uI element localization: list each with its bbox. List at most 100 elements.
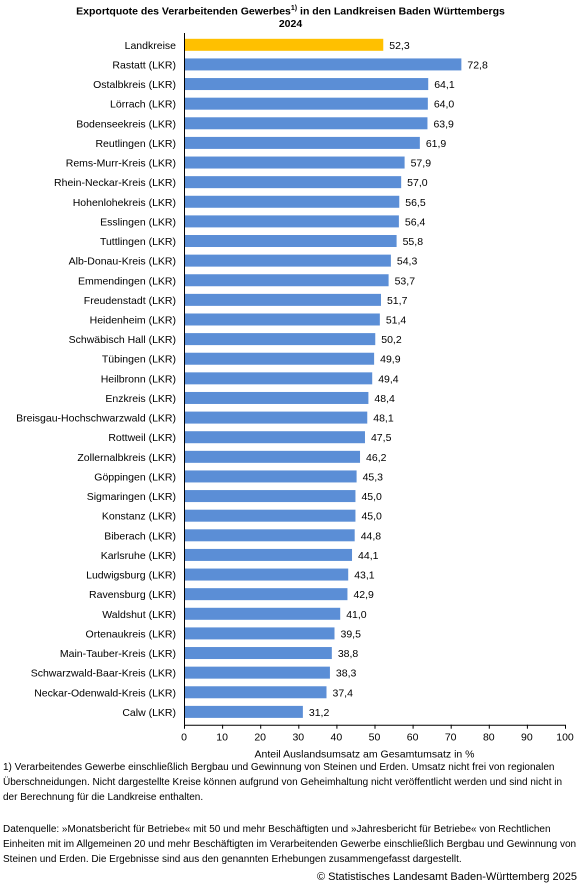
value-label: 44,8 [361, 530, 382, 542]
category-label: Ludwigsburg (LKR) [86, 570, 176, 582]
bar [184, 548, 353, 561]
value-label: 48,1 [373, 413, 394, 425]
category-label: Konstanz (LKR) [102, 511, 176, 523]
category-label: Ortenaukreis (LKR) [86, 628, 176, 640]
category-label: Breisgau-Hochschwarzwald (LKR) [16, 413, 176, 425]
bar [184, 686, 327, 699]
category-label: Tuttlingen (LKR) [100, 236, 176, 248]
value-label: 39,5 [340, 628, 361, 640]
x-tick-label: 10 [216, 732, 228, 744]
bar [184, 529, 355, 542]
bar [184, 391, 369, 404]
category-label: Reutlingen (LKR) [95, 138, 176, 150]
title-line1: Exportquote des Verarbeitenden Gewerbes [76, 5, 291, 18]
x-tick-label: 60 [407, 732, 419, 744]
category-label: Lörrach (LKR) [110, 99, 176, 111]
bar [184, 627, 335, 640]
category-label: Rottweil (LKR) [108, 432, 176, 444]
bar [184, 136, 420, 149]
value-label: 56,5 [405, 197, 426, 209]
bar [184, 58, 462, 71]
value-label: 57,0 [407, 177, 428, 189]
category-label: Waldshut (LKR) [102, 609, 176, 621]
chart-title: Exportquote des Verarbeitenden Gewerbes1… [0, 3, 581, 30]
bar-chart: Landkreise 52,3 Rastatt (LKR) 72,8 Ostalbkre… [16, 33, 574, 760]
value-label: 64,1 [434, 79, 455, 91]
value-label: 53,7 [395, 275, 416, 287]
bar [184, 705, 303, 718]
value-label: 55,8 [403, 236, 424, 248]
value-label: 49,9 [380, 354, 401, 366]
category-label: Freudenstadt (LKR) [84, 295, 176, 307]
footnote-1: 1) Verarbeitendes Gewerbe einschließlich… [3, 762, 563, 803]
bar [184, 78, 429, 91]
bar [184, 588, 348, 601]
category-label: Main-Tauber-Kreis (LKR) [60, 648, 176, 660]
category-label: Biberach (LKR) [104, 530, 176, 542]
title-line1-suffix: in den Landkreisen Baden Württembergs [297, 5, 505, 18]
value-label: 51,7 [387, 295, 408, 307]
value-label: 64,0 [434, 99, 455, 111]
bar [184, 372, 373, 385]
category-label: Enzkreis (LKR) [105, 393, 176, 405]
value-label: 52,3 [389, 40, 410, 52]
x-tick-label: 80 [483, 732, 495, 744]
category-label: Heilbronn (LKR) [101, 373, 176, 385]
x-tick-label: 20 [254, 732, 266, 744]
value-label: 51,4 [386, 314, 407, 326]
category-label: Calw (LKR) [122, 707, 176, 719]
bar [184, 156, 405, 169]
category-label: Rhein-Neckar-Kreis (LKR) [54, 177, 176, 189]
title-footnote-marker: 1) [290, 5, 298, 12]
value-label: 38,8 [338, 648, 359, 660]
bar [184, 666, 330, 679]
bar [184, 117, 428, 130]
category-label: Emmendingen (LKR) [78, 275, 176, 287]
value-label: 54,3 [397, 256, 418, 268]
value-label: 37,4 [332, 687, 353, 699]
copyright: © Statistisches Landesamt Baden-Württemb… [316, 871, 577, 883]
category-label: Hohenlohekreis (LKR) [73, 197, 176, 209]
value-label: 72,8 [467, 59, 488, 71]
value-label: 57,9 [411, 158, 432, 170]
bar [184, 195, 400, 208]
bar [184, 647, 332, 660]
category-label: Ostalbkreis (LKR) [93, 79, 176, 91]
bar [184, 490, 356, 503]
value-label: 50,2 [381, 334, 402, 346]
value-label: 45,3 [363, 471, 384, 483]
x-tick-label: 40 [331, 732, 343, 744]
x-tick-label: 100 [556, 732, 574, 744]
x-axis-title: Anteil Auslandsumsatz am Gesamtumsatz in… [254, 749, 474, 760]
category-label: Zollernalbkreis (LKR) [77, 452, 176, 464]
bar [184, 274, 389, 287]
bar [184, 293, 381, 306]
x-tick-label: 50 [369, 732, 381, 744]
category-label: Schwarzwald-Baar-Kreis (LKR) [31, 668, 176, 680]
footnote-source: Datenquelle: »Monatsbericht für Betriebe… [3, 824, 577, 865]
title-line2: 2024 [278, 17, 303, 30]
bar [184, 333, 376, 346]
bar [184, 411, 368, 424]
value-label: 41,0 [346, 609, 367, 621]
bar [184, 215, 399, 228]
bar [184, 235, 397, 248]
bar [184, 254, 391, 267]
value-label: 47,5 [371, 432, 392, 444]
value-label: 31,2 [309, 707, 330, 719]
bar [184, 568, 349, 581]
category-label: Schwäbisch Hall (LKR) [69, 334, 176, 346]
bar [184, 313, 380, 326]
bar [184, 509, 356, 522]
category-label: Landkreise [125, 40, 177, 52]
value-label: 46,2 [366, 452, 387, 464]
value-label: 61,9 [426, 138, 447, 150]
category-label: Ravensburg (LKR) [89, 589, 176, 601]
category-label: Bodenseekreis (LKR) [76, 118, 176, 130]
bar [184, 431, 365, 444]
category-label: Esslingen (LKR) [100, 216, 176, 228]
x-tick-label: 90 [521, 732, 533, 744]
category-label: Neckar-Odenwald-Kreis (LKR) [34, 687, 176, 699]
bar [184, 352, 375, 365]
bar [184, 450, 361, 463]
